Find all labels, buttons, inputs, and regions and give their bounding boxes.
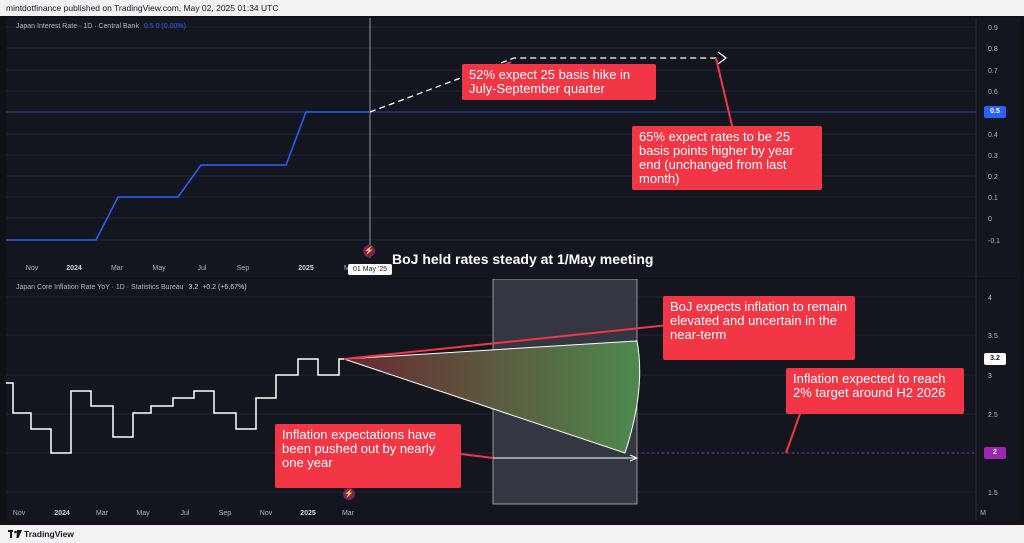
callout-elevated-text: BoJ expects inflation to remain elevated…	[670, 299, 848, 342]
y-tick-label: 0.3	[988, 153, 998, 160]
rate-forecast-line	[369, 57, 718, 113]
pane1-value: 0.5 0 (0.00%)	[143, 23, 186, 30]
tradingview-logo-icon	[8, 530, 22, 538]
lightning-icon[interactable]: ⚡	[363, 245, 375, 257]
inflation-value-badge-text: 3.2	[990, 355, 1000, 362]
y-tick-label: 0.6	[988, 89, 998, 96]
target-value-badge: 2	[984, 447, 1006, 459]
time-span-arrowhead	[629, 454, 639, 462]
x-tick-label: Sep	[237, 265, 250, 272]
y-tick-label: 1.5	[988, 490, 998, 497]
y-tick-label: 0.8	[988, 46, 998, 53]
y-tick-label: 4	[988, 295, 992, 302]
x-tick-label: Jul	[198, 265, 207, 272]
chart-frame: 0.9 0.8 0.7 0.6 0.5 0.4 0.3 0.2 0.1 0 -0.1 Nov 2024…	[0, 16, 1024, 525]
publisher-text: mintdotfinance published on TradingView.…	[6, 3, 279, 13]
x-tick-label: 2024	[66, 265, 82, 272]
boj-held-note: BoJ held rates steady at 1/May meeting	[392, 251, 654, 267]
x-tick-label: 2025	[300, 510, 316, 517]
y-tick-label: 0	[988, 216, 992, 223]
x-tick-label: M	[980, 510, 986, 517]
pane2-symbol: Japan Core Inflation Rate YoY · 1D · Sta…	[16, 284, 184, 291]
tradingview-label: TradingView	[24, 529, 74, 539]
footer-bar: TradingView	[0, 525, 1024, 543]
callout-year-end-expectation: 65% expect rates to be 25 basis points h…	[632, 126, 822, 190]
rate-value-badge: 0.5	[984, 106, 1006, 118]
y-tick-label: 0.7	[988, 68, 998, 75]
y-tick-label: 0.4	[988, 132, 998, 139]
inflation-step-line	[6, 358, 344, 454]
lightning-icon[interactable]: ⚡	[343, 488, 355, 500]
pane2-value: 3.2	[188, 284, 199, 291]
interest-rate-pane[interactable]: 0.9 0.8 0.7 0.6 0.5 0.4 0.3 0.2 0.1 0 -0.1 Nov 2024…	[6, 18, 1020, 278]
x-axis-labels: Nov 2024 Mar May Jul Sep Nov 2025 Mar M	[13, 510, 986, 517]
x-tick-label: May	[152, 265, 166, 272]
x-tick-label: Nov	[260, 510, 273, 517]
x-tick-label: Mar	[342, 510, 355, 517]
x-tick-label: 2025	[298, 265, 314, 272]
callout-pointer	[715, 57, 735, 135]
callout-pushed-text: Inflation expectations have been pushed …	[282, 427, 436, 470]
x-tick-label: Nov	[26, 265, 39, 272]
pane2-title: Japan Core Inflation Rate YoY · 1D · Sta…	[16, 284, 247, 291]
callout-hike-expectation: 52% expect 25 basis hike in July-Septemb…	[462, 64, 656, 100]
y-tick-label: 0.1	[988, 195, 998, 202]
y-tick-label: 0.2	[988, 174, 998, 181]
y-tick-label: 0.9	[988, 25, 998, 32]
date-badge-text: 01 May '25	[352, 266, 388, 273]
date-badge: 01 May '25	[348, 264, 392, 275]
forecast-arrowhead	[717, 51, 728, 65]
pane1-title: Japan Interest Rate · 1D · Central Bank …	[16, 23, 186, 30]
x-tick-label: Nov	[13, 510, 26, 517]
y-tick-label: 3.5	[988, 333, 998, 340]
y-tick-label: 2.5	[988, 412, 998, 419]
x-tick-label: May	[136, 510, 150, 517]
x-tick-label: Mar	[96, 510, 109, 517]
callout-pointer	[460, 453, 494, 459]
y-axis-labels: 4 3.5 3 2.5 2 1.5	[988, 295, 998, 497]
y-axis-labels: 0.9 0.8 0.7 0.6 0.5 0.4 0.3 0.2 0.1 0 -0.1	[988, 25, 1000, 245]
callout-pointer	[343, 324, 670, 360]
interest-rate-chart: 0.9 0.8 0.7 0.6 0.5 0.4 0.3 0.2 0.1 0 -0.1 Nov 2024…	[6, 18, 1000, 278]
callout-target-h2-2026: Inflation expected to reach 2% target ar…	[786, 368, 964, 414]
target-value-badge-text: 2	[993, 449, 997, 456]
grid-lines	[6, 26, 976, 241]
pane1-symbol: Japan Interest Rate · 1D · Central Bank	[16, 23, 139, 30]
callout-target-text: Inflation expected to reach 2% target ar…	[793, 371, 946, 400]
rate-value-badge-text: 0.5	[990, 108, 1000, 115]
x-tick-label: Sep	[219, 510, 232, 517]
callout-year-end-text: 65% expect rates to be 25 basis points h…	[639, 129, 794, 186]
inflation-value-badge: 3.2	[984, 353, 1006, 365]
y-tick-label: -0.1	[988, 238, 1000, 245]
x-tick-label: Jul	[181, 510, 190, 517]
y-tick-label: 3	[988, 373, 992, 380]
publisher-bar: mintdotfinance published on TradingView.…	[0, 0, 1024, 16]
inflation-cone	[343, 340, 641, 454]
pane2-change: +0.2 (+6.67%)	[202, 284, 247, 291]
inflation-chart: 4 3.5 3 2.5 2 1.5 Nov 2024 Mar May Jul Sep Nov 2025 M…	[6, 279, 998, 521]
callout-hike-text: 52% expect 25 basis hike in July-Septemb…	[469, 67, 631, 96]
callout-inflation-elevated: BoJ expects inflation to remain elevated…	[663, 296, 855, 360]
x-tick-label: Mar	[111, 265, 124, 272]
x-axis-labels: Nov2024MarMayJulSep2025Mar	[26, 265, 357, 272]
rate-step-line	[6, 111, 370, 241]
callout-expectations-pushed: Inflation expectations have been pushed …	[275, 424, 461, 488]
x-tick-label: 2024	[54, 510, 70, 517]
